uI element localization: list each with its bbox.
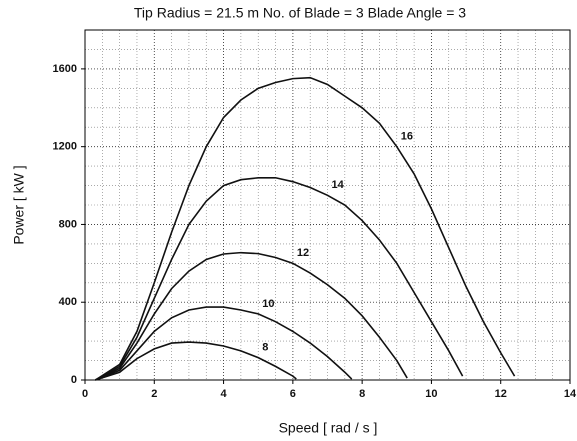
y-axis-label: Power [ kW ] — [11, 165, 27, 244]
line — [95, 341, 297, 381]
x-tick-label: 2 — [151, 388, 157, 400]
x-tick-label: 12 — [495, 388, 507, 400]
y-tick-label: 800 — [59, 218, 77, 230]
curve-label: 8 — [262, 342, 268, 354]
curve-label: 12 — [297, 247, 309, 259]
chart-title: Tip Radius = 21.5 m No. of Blade = 3 Bla… — [134, 5, 466, 21]
line — [95, 176, 464, 381]
x-tick-label: 10 — [425, 388, 437, 400]
y-tick-label: 1200 — [53, 141, 77, 153]
x-tick-label: 14 — [564, 388, 577, 400]
x-axis-label: Speed [ rad / s ] — [279, 420, 378, 436]
curve-label: 10 — [262, 298, 274, 310]
line — [95, 306, 353, 381]
x-tick-label: 4 — [221, 388, 228, 400]
y-tick-label: 1600 — [53, 63, 77, 75]
curve-label: 16 — [401, 131, 413, 143]
plot-frame — [84, 29, 571, 381]
x-tick-label: 0 — [82, 388, 88, 400]
x-tick-label: 8 — [359, 388, 365, 400]
line — [94, 76, 516, 381]
x-tick-label: 6 — [290, 388, 296, 400]
line — [95, 251, 408, 381]
curve-label: 14 — [332, 179, 345, 191]
y-tick-label: 400 — [59, 296, 77, 308]
y-tick-label: 0 — [71, 374, 77, 386]
